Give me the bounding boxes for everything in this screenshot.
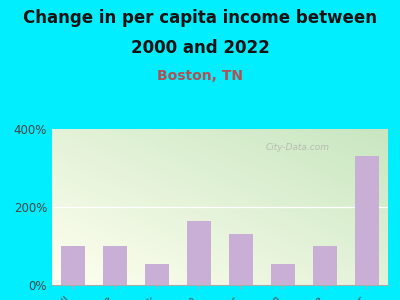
Bar (146, 263, 168, 285)
Bar (272, 263, 294, 285)
Text: 2000 and 2022: 2000 and 2022 (131, 39, 269, 57)
Bar (314, 246, 336, 285)
Bar (62, 246, 84, 285)
Bar (104, 246, 126, 285)
Text: Change in per capita income between: Change in per capita income between (23, 9, 377, 27)
Text: Boston, TN: Boston, TN (157, 69, 243, 83)
Bar (230, 234, 252, 285)
Bar (188, 220, 210, 285)
Bar (356, 156, 378, 285)
Text: City-Data.com: City-Data.com (265, 143, 329, 152)
